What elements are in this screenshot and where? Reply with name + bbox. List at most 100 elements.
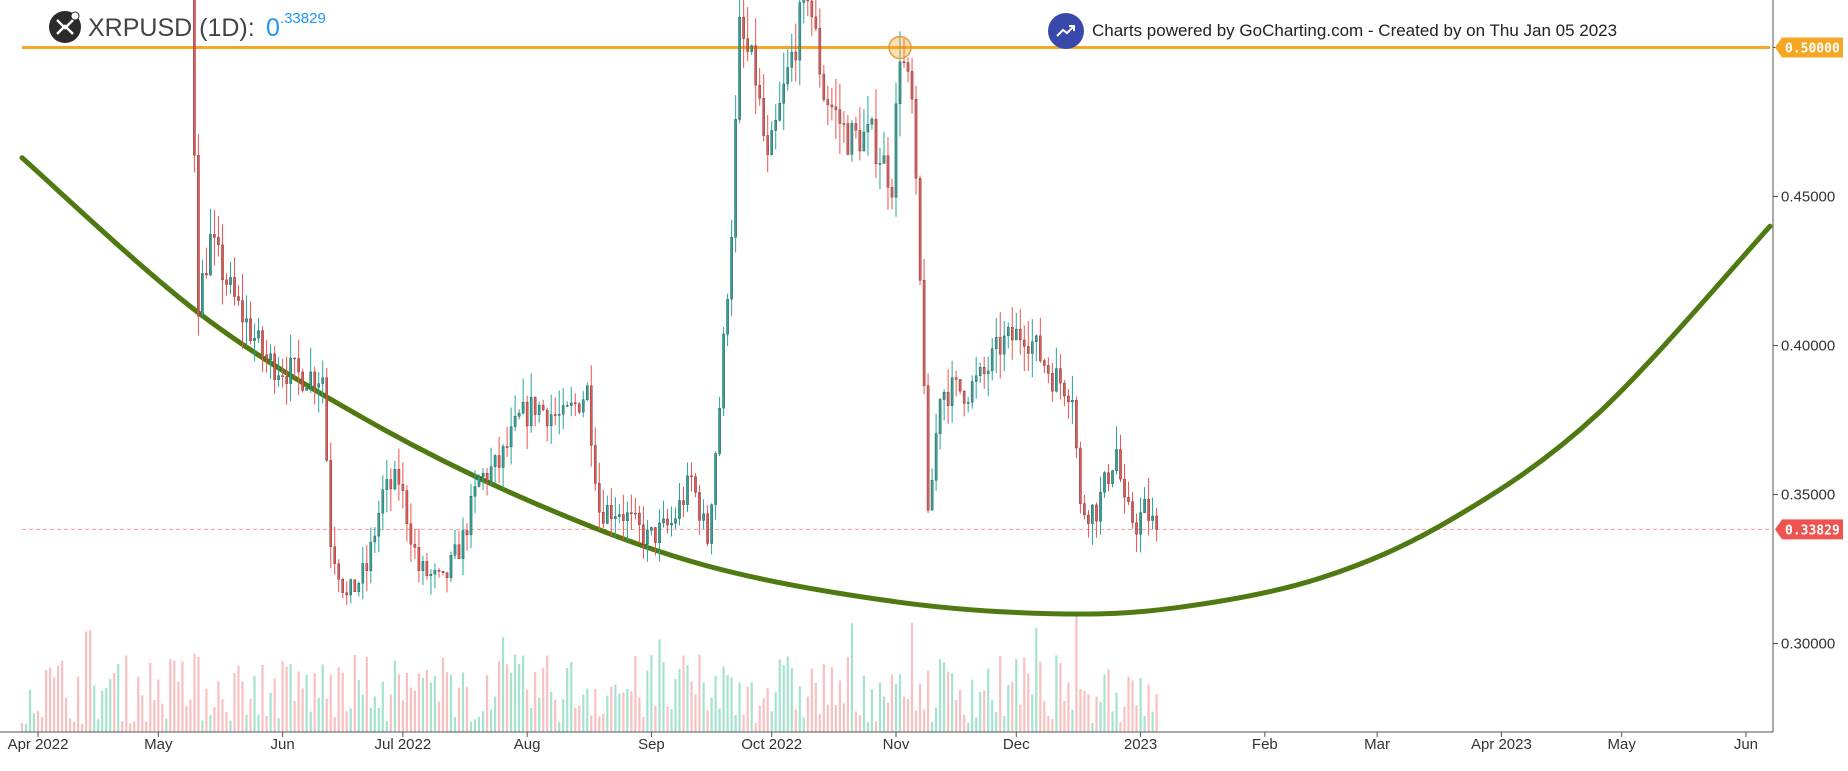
candle (582, 391, 585, 418)
volume-bar (337, 667, 340, 732)
candle-body (381, 489, 385, 514)
candle-body (249, 318, 252, 341)
volume-bar (145, 721, 148, 732)
candle (345, 581, 349, 605)
volume-bar (36, 711, 40, 732)
trend-curve[interactable] (19, 155, 1773, 617)
x-tick-label: Mar (1364, 736, 1390, 753)
volume-bar (654, 705, 657, 732)
volume-bar (1035, 627, 1038, 732)
candle-body (1011, 327, 1014, 341)
candle (289, 334, 292, 402)
candle (1023, 325, 1026, 371)
volume-bar (742, 714, 745, 732)
volume-bar (530, 707, 533, 732)
volume-bar (1071, 709, 1074, 732)
candle-body (1123, 478, 1126, 498)
volume-bar (987, 668, 990, 732)
candle (746, 7, 749, 62)
volume-bar (951, 673, 954, 732)
volume-bar (269, 692, 272, 732)
volume-bar (902, 696, 906, 732)
candle (477, 474, 481, 488)
volume-bar (373, 696, 376, 732)
candle (457, 531, 461, 560)
candle-body (545, 409, 549, 427)
candle-body (461, 530, 465, 559)
volume-bar (542, 667, 545, 732)
candle-body (281, 375, 284, 377)
candle (958, 379, 962, 395)
volume-bar (121, 721, 124, 732)
candle-body (598, 483, 601, 513)
volume-bar (582, 694, 585, 732)
candle (473, 470, 477, 514)
candle-body (862, 131, 866, 152)
x-tick-label: May (1607, 736, 1636, 753)
credit-banner[interactable]: Charts powered by GoCharting.com - Creat… (1048, 13, 1617, 49)
y-tick-label: 0.45000 (1781, 189, 1835, 206)
resistance-touch-marker[interactable] (888, 35, 912, 60)
volume-bar (935, 707, 938, 732)
candle (301, 368, 304, 393)
candle (501, 444, 505, 490)
volume-bar (133, 721, 136, 732)
volume-bar (1103, 674, 1106, 732)
price-integer: 0 (266, 14, 280, 42)
volume-bar (181, 661, 184, 732)
candle (321, 360, 325, 404)
candle (726, 293, 729, 347)
candle (1083, 494, 1086, 520)
volume-bar (1107, 669, 1110, 732)
candle-body (1083, 503, 1086, 516)
candle-body (918, 178, 922, 281)
volume-bar (277, 718, 280, 732)
candle (994, 317, 998, 374)
volume-bar (229, 720, 232, 732)
volume-bar (754, 722, 757, 732)
candle (598, 462, 601, 531)
volume-bar (1155, 694, 1158, 732)
volume-bar (165, 718, 168, 732)
candle (1075, 396, 1078, 459)
candle-body (445, 572, 449, 579)
candle (578, 402, 581, 415)
candle-body (626, 512, 629, 521)
candle (678, 483, 681, 526)
candle-body (806, 0, 810, 2)
candle-body (409, 523, 413, 545)
volume-bar (746, 686, 749, 732)
candle-body (233, 277, 236, 297)
candle-body (337, 563, 341, 580)
x-tick-label: 2023 (1124, 736, 1157, 753)
volume-bar (598, 716, 601, 732)
volume-bar (482, 711, 485, 732)
candle-body (205, 273, 208, 276)
candle (341, 577, 345, 599)
candle (982, 356, 986, 389)
volume-bar (790, 668, 793, 732)
volume-bar (1079, 689, 1082, 732)
candle-body (293, 357, 296, 360)
volume-bar (349, 708, 352, 732)
candle (998, 312, 1002, 379)
candle (782, 52, 785, 131)
candle-body (970, 381, 974, 403)
candle-body (690, 475, 693, 477)
price-badge-shape (1775, 37, 1843, 58)
volume-bar (185, 706, 188, 732)
candle-body (642, 524, 645, 545)
candle-body (842, 123, 846, 125)
volume-bar (606, 695, 609, 732)
candle (377, 500, 381, 553)
volume-bar (325, 698, 328, 732)
candle (1131, 491, 1134, 529)
volume-bar (874, 721, 878, 732)
candle-body (938, 399, 942, 434)
candle-body (1015, 328, 1018, 341)
candle (429, 569, 433, 595)
candle-body (898, 61, 902, 104)
volume-bar (526, 689, 529, 732)
volume-bar (237, 665, 240, 732)
